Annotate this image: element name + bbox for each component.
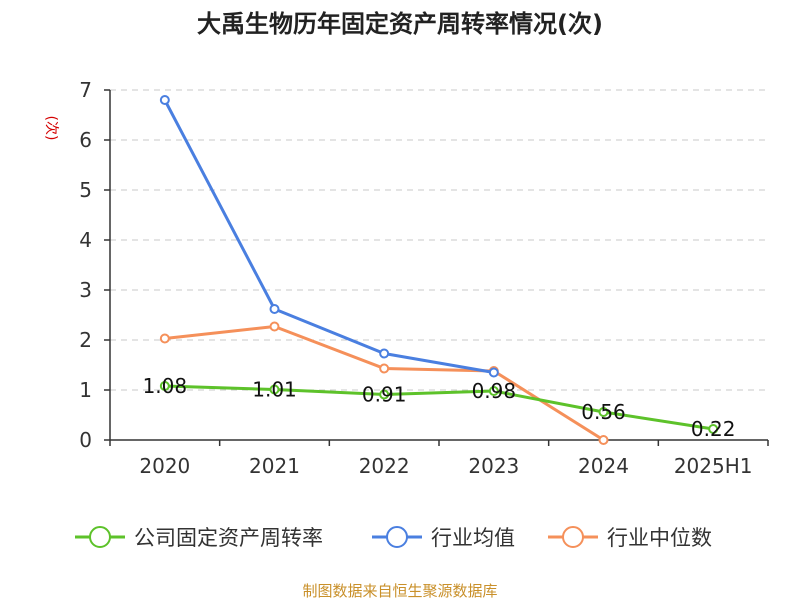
y-tick-label: 5 (79, 178, 92, 202)
chart-title: 大禹生物历年固定资产周转率情况(次) (197, 10, 603, 38)
series-point-1 (379, 348, 390, 359)
y-tick-label: 4 (79, 228, 92, 252)
legend-marker-0 (89, 526, 111, 548)
series-point-0 (598, 407, 609, 417)
series-point-2 (269, 321, 280, 332)
series-point-0 (269, 384, 280, 395)
series-point-2 (598, 435, 609, 445)
series-line-0 (164, 384, 714, 431)
series-line-1 (163, 99, 495, 374)
x-tick-label: 2024 (578, 454, 629, 478)
data-label-layer: 1.08 1.01 0.91 0.98 0.56 0.22 (143, 374, 736, 441)
x-tick-label: 2023 (468, 454, 519, 478)
series-layer (159, 95, 719, 445)
series-point-0 (488, 386, 499, 396)
y-tick-label: 6 (79, 128, 92, 152)
legend-label-2: 行业中位数 (607, 526, 712, 550)
legend-label-1: 行业均值 (431, 526, 515, 550)
y-tick-label: 2 (79, 328, 92, 352)
y-axis-label: (次) (43, 116, 59, 141)
series-point-0 (708, 424, 719, 434)
x-tick-label: 2021 (249, 454, 300, 478)
legend-label-0: 公司固定资产周转率 (134, 526, 323, 550)
x-tick-label: 2025H1 (674, 454, 753, 478)
y-tick-label: 7 (79, 78, 92, 102)
y-tick-label: 0 (79, 428, 92, 452)
series-point-2 (159, 333, 170, 344)
data-label: 1.08 (143, 374, 188, 398)
series-point-0 (159, 381, 170, 391)
data-label: 1.01 (252, 378, 297, 402)
x-tick-label: 2020 (139, 454, 190, 478)
axis-layer: 0 1 2 3 4 5 6 7 2020 2021 2022 2023 2024 2025H1 (79, 78, 769, 478)
y-tick-label: 3 (79, 278, 92, 302)
series-point-0 (379, 389, 390, 400)
data-label: 0.22 (691, 417, 736, 441)
series-point-2 (379, 363, 390, 374)
y-tick-label: 1 (79, 378, 92, 402)
grid-layer (110, 89, 768, 391)
source-note: 制图数据来自恒生聚源数据库 (302, 582, 497, 600)
data-label: 0.56 (581, 400, 626, 424)
series-point-1 (269, 304, 280, 314)
series-point-1 (488, 367, 499, 378)
legend: 公司固定资产周转率 行业均值 行业中位数 (75, 526, 712, 550)
legend-marker-2 (562, 526, 584, 548)
data-label: 0.98 (472, 379, 517, 403)
series-point-1 (159, 95, 170, 105)
data-label: 0.91 (362, 383, 407, 407)
legend-marker-1 (386, 526, 408, 548)
x-tick-label: 2022 (359, 454, 410, 478)
